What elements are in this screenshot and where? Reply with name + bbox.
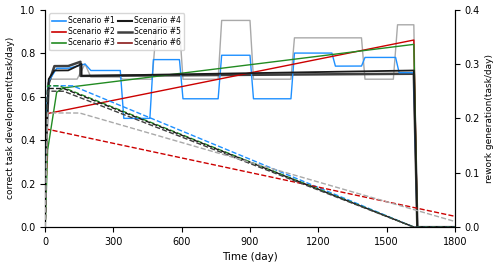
Legend: Scenario #1, Scenario #2, Scenario #3, Scenario #4, Scenario #5, Scenario #6: Scenario #1, Scenario #2, Scenario #3, S… [49, 13, 184, 50]
Y-axis label: rework generation(task/day): rework generation(task/day) [486, 54, 494, 183]
X-axis label: Time (day): Time (day) [222, 252, 278, 262]
Y-axis label: correct task development(task/day): correct task development(task/day) [6, 37, 15, 199]
